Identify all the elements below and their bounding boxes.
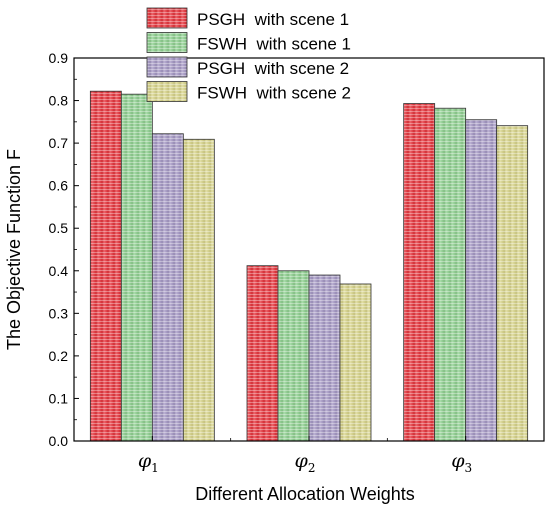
- legend-swatch-3: [146, 56, 188, 78]
- bar-4-cat-2: [339, 283, 372, 442]
- x-category-subscript: 2: [308, 461, 316, 475]
- y-tick-label: 0.8: [49, 93, 69, 109]
- legend-swatch-1: [146, 7, 188, 29]
- legend-label-1: PSGH with scene 1: [197, 10, 349, 29]
- y-tick-label: 0.4: [49, 263, 69, 279]
- bar-4-cat-3: [496, 125, 529, 442]
- y-tick-label: 0.1: [49, 390, 69, 406]
- legend-label-4: FSWH with scene 2: [197, 84, 351, 103]
- bar-2-cat-1: [120, 93, 153, 442]
- bar-3-cat-2: [308, 274, 341, 442]
- y-tick-label: 0.9: [49, 50, 69, 66]
- bars-layer: [89, 90, 529, 442]
- bar-1-cat-2: [246, 265, 279, 442]
- x-axis: φ1 φ2 φ3: [138, 436, 472, 475]
- x-category-label-1: φ1: [138, 450, 159, 475]
- x-category-label-2: φ2: [295, 450, 316, 475]
- legend-label-2: FSWH with scene 1: [197, 35, 351, 54]
- legend-label-3: PSGH with scene 2: [197, 59, 349, 78]
- x-category-label-3: φ3: [451, 450, 472, 475]
- bar-2-cat-3: [434, 107, 467, 442]
- y-tick-label: 0.6: [49, 178, 69, 194]
- y-tick-label: 0.5: [49, 220, 69, 236]
- bar-2-cat-2: [277, 270, 310, 442]
- bar-3-cat-1: [151, 133, 184, 442]
- x-category-subscript: 1: [151, 461, 159, 475]
- bar-3-cat-3: [465, 119, 498, 442]
- y-tick-label: 0.7: [49, 135, 69, 151]
- legend-swatch-4: [146, 81, 188, 102]
- bar-4-cat-1: [182, 138, 215, 442]
- bar-1-cat-1: [89, 90, 122, 442]
- x-category-subscript: 3: [465, 461, 473, 475]
- y-tick-label: 0.2: [49, 348, 69, 364]
- x-axis-title: Different Allocation Weights: [195, 484, 414, 504]
- y-axis: 0.0 0.1 0.2 0.3 0.4 0.5 0.6 0.7 0.8 0.9: [49, 50, 79, 449]
- y-tick-label: 0.3: [49, 305, 69, 321]
- legend: PSGH with scene 1 FSWH with scene 1 PSGH w…: [146, 7, 351, 103]
- y-tick-label: 0.0: [49, 433, 69, 449]
- bar-1-cat-3: [403, 103, 436, 442]
- legend-swatch-2: [146, 32, 188, 53]
- y-axis-title: The Objective Function F: [4, 149, 24, 350]
